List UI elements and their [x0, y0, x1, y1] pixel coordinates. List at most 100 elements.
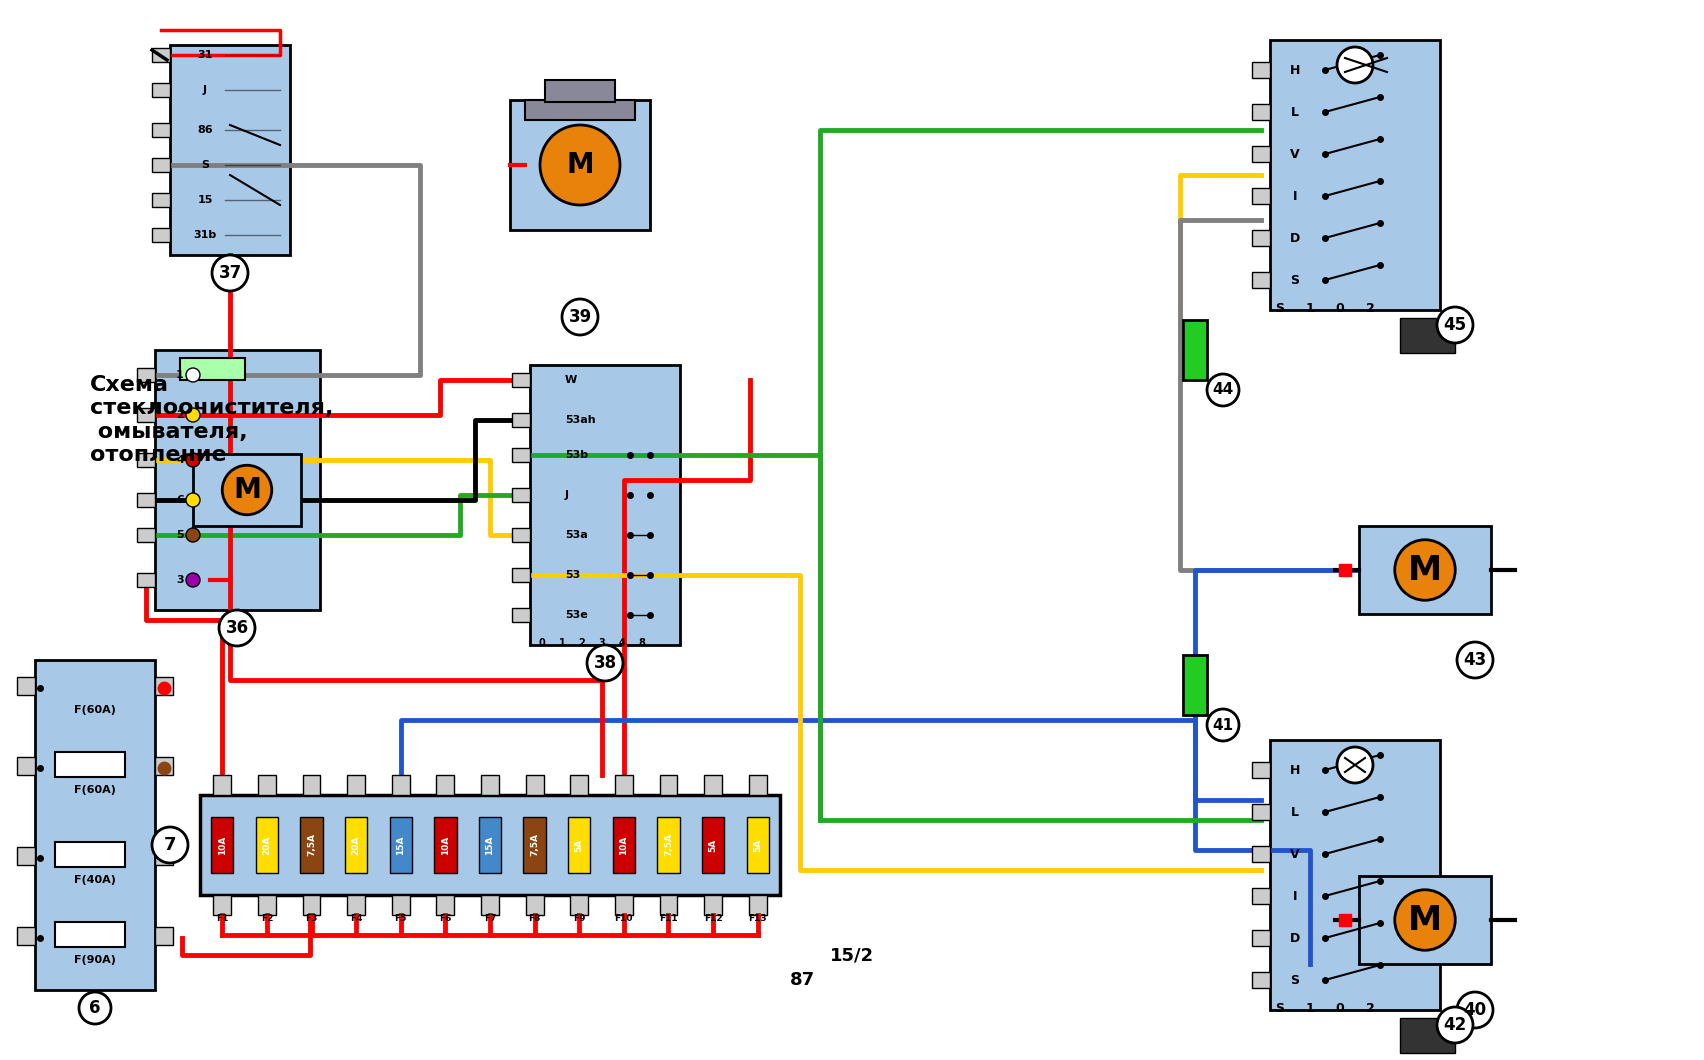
- FancyBboxPatch shape: [613, 817, 636, 873]
- FancyBboxPatch shape: [152, 193, 170, 207]
- Text: V: V: [1290, 848, 1300, 861]
- Text: I: I: [1293, 889, 1297, 902]
- FancyBboxPatch shape: [571, 775, 588, 795]
- Text: 10A: 10A: [218, 835, 227, 854]
- FancyBboxPatch shape: [1252, 972, 1269, 988]
- FancyBboxPatch shape: [1401, 1018, 1455, 1053]
- Text: 53a: 53a: [566, 530, 588, 540]
- Circle shape: [1457, 642, 1493, 678]
- Text: 39: 39: [569, 308, 591, 326]
- Text: S: S: [1290, 973, 1300, 987]
- FancyBboxPatch shape: [511, 488, 530, 502]
- Text: H: H: [1290, 763, 1300, 777]
- Text: 2: 2: [1365, 1002, 1375, 1015]
- Text: 36: 36: [225, 619, 249, 637]
- Text: Схема
стеклоочистителя,
 омывателя,
отопление: Схема стеклоочистителя, омывателя, отопл…: [90, 375, 334, 464]
- Text: 1: 1: [559, 638, 566, 648]
- Text: F6: F6: [440, 914, 452, 923]
- FancyBboxPatch shape: [17, 847, 36, 865]
- FancyBboxPatch shape: [303, 775, 320, 795]
- Text: 15A: 15A: [397, 835, 406, 854]
- Text: F13: F13: [748, 914, 767, 923]
- FancyBboxPatch shape: [436, 775, 455, 795]
- Text: 1: 1: [1305, 1002, 1314, 1015]
- FancyBboxPatch shape: [659, 775, 678, 795]
- FancyBboxPatch shape: [435, 817, 457, 873]
- Text: 31b: 31b: [193, 230, 216, 240]
- Text: 2: 2: [176, 410, 184, 420]
- FancyBboxPatch shape: [155, 757, 174, 775]
- Text: 20A: 20A: [262, 835, 271, 854]
- FancyBboxPatch shape: [748, 895, 767, 915]
- FancyBboxPatch shape: [211, 817, 233, 873]
- Text: 0: 0: [1336, 302, 1344, 315]
- FancyBboxPatch shape: [155, 677, 174, 695]
- Text: F5: F5: [395, 914, 407, 923]
- Circle shape: [562, 299, 598, 335]
- Text: 4: 4: [176, 455, 184, 465]
- Text: F9: F9: [573, 914, 586, 923]
- FancyBboxPatch shape: [746, 817, 769, 873]
- Text: 5A: 5A: [574, 838, 584, 851]
- FancyBboxPatch shape: [170, 45, 290, 255]
- Text: 31: 31: [198, 50, 213, 60]
- FancyBboxPatch shape: [1183, 320, 1206, 379]
- Text: 38: 38: [593, 654, 617, 672]
- Text: 40: 40: [1464, 1001, 1486, 1019]
- Text: F8: F8: [528, 914, 540, 923]
- Text: 2: 2: [1365, 302, 1375, 315]
- FancyBboxPatch shape: [392, 895, 409, 915]
- Text: 4: 4: [619, 638, 625, 648]
- FancyBboxPatch shape: [17, 928, 36, 946]
- FancyBboxPatch shape: [17, 677, 36, 695]
- Circle shape: [211, 255, 249, 292]
- FancyBboxPatch shape: [55, 842, 124, 867]
- Text: V: V: [1290, 147, 1300, 160]
- FancyBboxPatch shape: [155, 350, 320, 610]
- Circle shape: [186, 493, 199, 507]
- FancyBboxPatch shape: [1401, 318, 1455, 353]
- Circle shape: [1436, 1007, 1472, 1043]
- FancyBboxPatch shape: [1360, 526, 1491, 614]
- FancyBboxPatch shape: [348, 895, 365, 915]
- Text: H: H: [1290, 64, 1300, 76]
- Text: 5: 5: [176, 530, 184, 540]
- FancyBboxPatch shape: [199, 795, 780, 895]
- FancyBboxPatch shape: [615, 775, 632, 795]
- FancyBboxPatch shape: [152, 228, 170, 242]
- Circle shape: [186, 453, 199, 467]
- FancyBboxPatch shape: [1269, 40, 1440, 310]
- FancyBboxPatch shape: [1252, 146, 1269, 162]
- Circle shape: [186, 368, 199, 382]
- Circle shape: [1338, 47, 1373, 83]
- Text: 5A: 5A: [709, 838, 717, 851]
- Circle shape: [1206, 374, 1239, 406]
- FancyBboxPatch shape: [511, 608, 530, 622]
- FancyBboxPatch shape: [511, 373, 530, 387]
- FancyBboxPatch shape: [748, 775, 767, 795]
- Circle shape: [540, 125, 620, 205]
- Text: 53ah: 53ah: [566, 416, 596, 425]
- FancyBboxPatch shape: [155, 928, 174, 946]
- Text: M: M: [233, 476, 261, 503]
- FancyBboxPatch shape: [511, 528, 530, 542]
- Circle shape: [1338, 747, 1373, 783]
- Text: F2: F2: [261, 914, 273, 923]
- FancyBboxPatch shape: [615, 895, 632, 915]
- FancyBboxPatch shape: [17, 757, 36, 775]
- Text: 44: 44: [1212, 383, 1234, 398]
- FancyBboxPatch shape: [193, 454, 302, 526]
- FancyBboxPatch shape: [136, 493, 155, 507]
- FancyBboxPatch shape: [527, 775, 544, 795]
- Text: 3: 3: [598, 638, 605, 648]
- FancyBboxPatch shape: [1252, 846, 1269, 862]
- FancyBboxPatch shape: [659, 895, 678, 915]
- Text: F12: F12: [704, 914, 722, 923]
- FancyBboxPatch shape: [1252, 61, 1269, 78]
- Text: 5A: 5A: [753, 838, 762, 851]
- FancyBboxPatch shape: [479, 817, 501, 873]
- Text: 15: 15: [198, 195, 213, 205]
- Text: F3: F3: [305, 914, 317, 923]
- Text: S: S: [201, 160, 210, 170]
- FancyBboxPatch shape: [481, 775, 499, 795]
